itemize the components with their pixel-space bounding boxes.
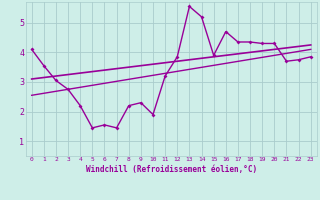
X-axis label: Windchill (Refroidissement éolien,°C): Windchill (Refroidissement éolien,°C) (86, 165, 257, 174)
